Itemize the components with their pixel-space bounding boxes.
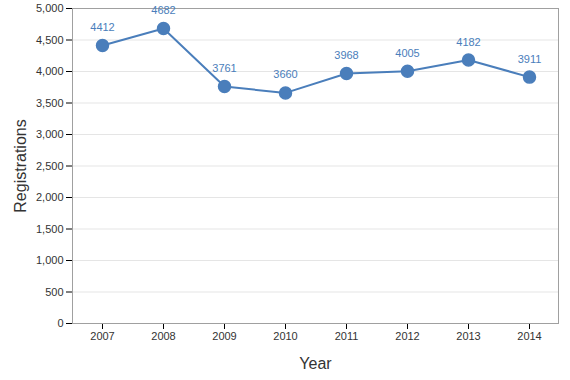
svg-text:3660: 3660 (273, 68, 297, 80)
svg-text:4,500: 4,500 (36, 34, 64, 46)
svg-text:Registrations: Registrations (12, 119, 29, 212)
svg-text:4182: 4182 (456, 36, 480, 48)
svg-text:4005: 4005 (395, 47, 419, 59)
svg-text:3761: 3761 (212, 62, 236, 74)
svg-text:2010: 2010 (273, 330, 297, 342)
svg-text:2007: 2007 (90, 330, 114, 342)
svg-text:4682: 4682 (151, 4, 175, 16)
svg-text:2013: 2013 (456, 330, 480, 342)
svg-text:4,000: 4,000 (36, 65, 64, 77)
svg-text:500: 500 (45, 286, 63, 298)
svg-text:5,000: 5,000 (36, 2, 64, 14)
svg-text:2,500: 2,500 (36, 160, 64, 172)
svg-text:3,500: 3,500 (36, 97, 64, 109)
svg-text:2,000: 2,000 (36, 191, 64, 203)
svg-text:3,000: 3,000 (36, 128, 64, 140)
svg-text:4412: 4412 (90, 21, 114, 33)
svg-text:2012: 2012 (395, 330, 419, 342)
svg-text:2011: 2011 (335, 330, 359, 342)
svg-text:1,500: 1,500 (36, 223, 64, 235)
svg-text:2008: 2008 (151, 330, 175, 342)
svg-text:2009: 2009 (212, 330, 236, 342)
svg-text:1,000: 1,000 (36, 254, 64, 266)
svg-text:0: 0 (57, 317, 63, 329)
svg-text:2014: 2014 (517, 330, 541, 342)
svg-text:Year: Year (299, 355, 332, 372)
svg-text:3911: 3911 (518, 53, 542, 65)
svg-text:3968: 3968 (334, 49, 358, 61)
